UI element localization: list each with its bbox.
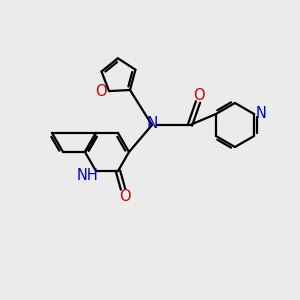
Text: O: O	[95, 84, 107, 99]
Text: N: N	[256, 106, 266, 122]
Text: O: O	[119, 189, 131, 204]
Text: N: N	[146, 116, 158, 131]
Text: NH: NH	[77, 168, 99, 183]
Text: O: O	[193, 88, 205, 103]
